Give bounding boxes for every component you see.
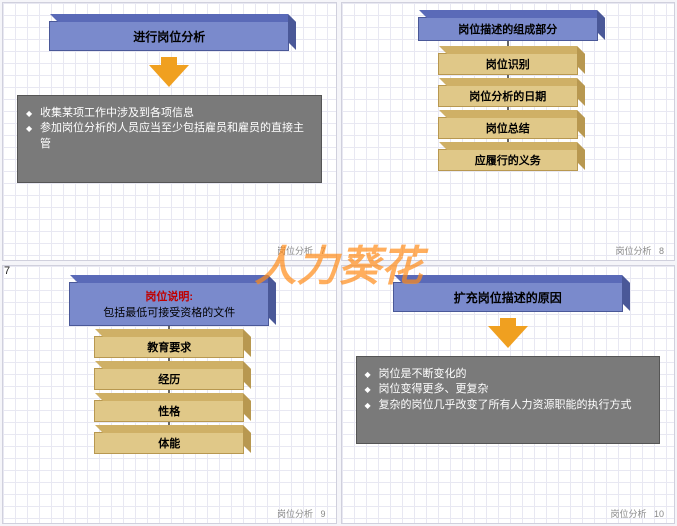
- title-text: 进行岗位分析: [133, 28, 205, 45]
- bullet-list: 岗位是不断变化的 岗位变得更多、更复杂 复杂的岗位几乎改变了所有人力资源职能的执…: [357, 357, 660, 423]
- title-sub: 包括最低可接受资格的文件: [103, 304, 235, 320]
- title-box: 岗位说明: 包括最低可接受资格的文件: [69, 282, 269, 326]
- slide-footer: 岗位分析 7: [277, 244, 326, 257]
- bullet-item: 岗位是不断变化的: [365, 367, 652, 382]
- item-box: 岗位总结: [438, 117, 578, 139]
- title-box: 扩充岗位描述的原因: [393, 282, 623, 312]
- item-box: 经历: [94, 368, 244, 390]
- arrow-down-icon: [488, 326, 528, 348]
- slide-10: 扩充岗位描述的原因 岗位是不断变化的 岗位变得更多、更复杂 复杂的岗位几乎改变了…: [341, 265, 676, 524]
- slide-footer: 岗位分析 8: [615, 244, 664, 257]
- title-box: 岗位描述的组成部分: [418, 17, 598, 41]
- title-box: 进行岗位分析: [49, 21, 289, 51]
- bullet-list: 收集某项工作中涉及到各项信息 参加岗位分析的人员应当至少包括雇员和雇员的直接主管: [18, 96, 321, 162]
- item-box: 应履行的义务: [438, 149, 578, 171]
- item-box: 体能: [94, 432, 244, 454]
- slide-footer: 岗位分析 10: [610, 507, 664, 520]
- title-red: 岗位说明:: [145, 288, 193, 304]
- slide-9: 岗位说明: 包括最低可接受资格的文件 教育要求 经历 性格 体能 岗位分析 9: [2, 265, 337, 524]
- item-box: 岗位识别: [438, 53, 578, 75]
- slide-grid: 进行岗位分析 收集某项工作中涉及到各项信息 参加岗位分析的人员应当至少包括雇员和…: [0, 0, 677, 526]
- arrow-down-icon: [149, 65, 189, 87]
- bullet-panel: 岗位是不断变化的 岗位变得更多、更复杂 复杂的岗位几乎改变了所有人力资源职能的执…: [356, 356, 661, 444]
- slide-7: 进行岗位分析 收集某项工作中涉及到各项信息 参加岗位分析的人员应当至少包括雇员和…: [2, 2, 337, 261]
- bullet-item: 岗位变得更多、更复杂: [365, 382, 652, 397]
- slide-footer: 岗位分析 9: [277, 507, 326, 520]
- title-text: 扩充岗位描述的原因: [454, 289, 562, 306]
- bullet-item: 收集某项工作中涉及到各项信息: [26, 106, 313, 121]
- item-box: 岗位分析的日期: [438, 85, 578, 107]
- bullet-panel: 收集某项工作中涉及到各项信息 参加岗位分析的人员应当至少包括雇员和雇员的直接主管: [17, 95, 322, 183]
- item-box: 教育要求: [94, 336, 244, 358]
- title-text: 岗位描述的组成部分: [458, 21, 557, 37]
- item-box: 性格: [94, 400, 244, 422]
- bullet-item: 复杂的岗位几乎改变了所有人力资源职能的执行方式: [365, 398, 652, 413]
- slide-8: 岗位描述的组成部分 岗位识别 岗位分析的日期 岗位总结 应履行的义务 岗位分析 …: [341, 2, 676, 261]
- bullet-item: 参加岗位分析的人员应当至少包括雇员和雇员的直接主管: [26, 121, 313, 152]
- outer-page-number: 7: [4, 265, 10, 277]
